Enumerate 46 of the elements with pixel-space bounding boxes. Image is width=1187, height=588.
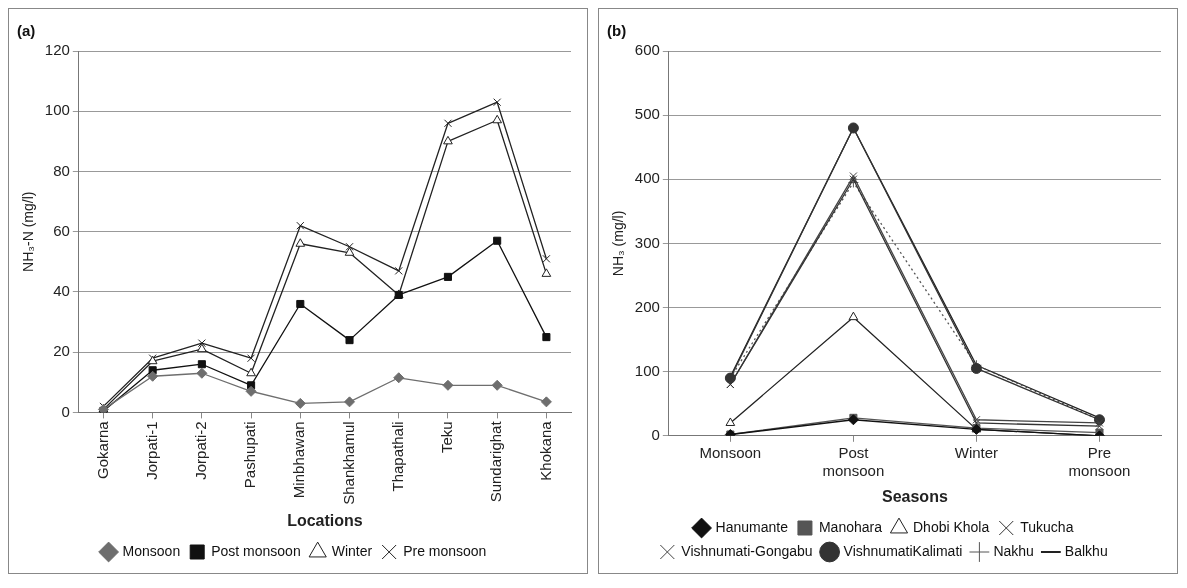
x-tick-label: Pashupati: [241, 421, 259, 489]
x-tick-label: Post monsoon: [822, 443, 885, 479]
legend-label: VishnumatiKalimati: [843, 542, 963, 559]
legend-label: Dhobi Khola: [912, 518, 990, 535]
legend-label: Manohara: [818, 518, 883, 535]
chart-title: (a): [17, 22, 36, 40]
x-tick-label: Khokana: [536, 420, 554, 481]
legend-label: Winter: [331, 542, 373, 559]
y-tick-label: 0: [651, 425, 660, 443]
y-tick-label: 20: [53, 342, 70, 360]
legend-label: Vishnumati-Gongabu: [681, 542, 813, 559]
x-tick-label: Minbhawan: [290, 421, 308, 499]
y-axis-title: NH₃ (mg/l): [610, 210, 627, 277]
y-tick-label: 300: [634, 233, 660, 251]
x-tick-label: Sundarighat: [487, 420, 505, 503]
y-tick-label: 400: [634, 169, 660, 187]
y-axis-title: NH₃-N (mg/l): [20, 191, 37, 272]
y-tick-label: 200: [634, 297, 660, 315]
y-tick-label: 0: [61, 402, 70, 420]
y-tick-label: 600: [634, 41, 660, 59]
x-tick-label: Jorpati-1: [142, 421, 160, 480]
y-tick-label: 100: [634, 361, 660, 379]
legend-label: Nakhu: [993, 542, 1034, 559]
legend-label: Tukucha: [1020, 518, 1074, 535]
legend-label: Post monsoon: [211, 542, 301, 559]
y-tick-label: 60: [53, 221, 70, 239]
x-tick-label: Teku: [438, 421, 456, 454]
x-tick-label: Pre monsoon: [1068, 443, 1131, 479]
legend-label: Balkhu: [1064, 542, 1108, 559]
x-tick-label: Jorpati-2: [192, 421, 210, 480]
x-tick-label: Monsoon: [699, 443, 762, 461]
x-axis-title: Seasons: [882, 487, 948, 505]
x-tick-label: Thapathali: [388, 421, 406, 492]
y-tick-label: 120: [44, 41, 70, 59]
legend-label: Hanumante: [715, 518, 789, 535]
y-tick-label: 80: [53, 161, 70, 179]
legend-label: Monsoon: [122, 542, 181, 559]
x-tick-label: Shankhamul: [339, 421, 357, 505]
x-tick-label: Winter: [954, 443, 999, 461]
y-tick-label: 500: [634, 105, 660, 123]
y-tick-label: 100: [44, 101, 70, 119]
legend-label: Pre monsoon: [403, 542, 487, 559]
chart-title: (b): [607, 22, 627, 40]
y-tick-label: 40: [53, 282, 70, 300]
x-tick-label: Gokarna: [93, 420, 111, 479]
x-axis-title: Locations: [287, 511, 363, 529]
